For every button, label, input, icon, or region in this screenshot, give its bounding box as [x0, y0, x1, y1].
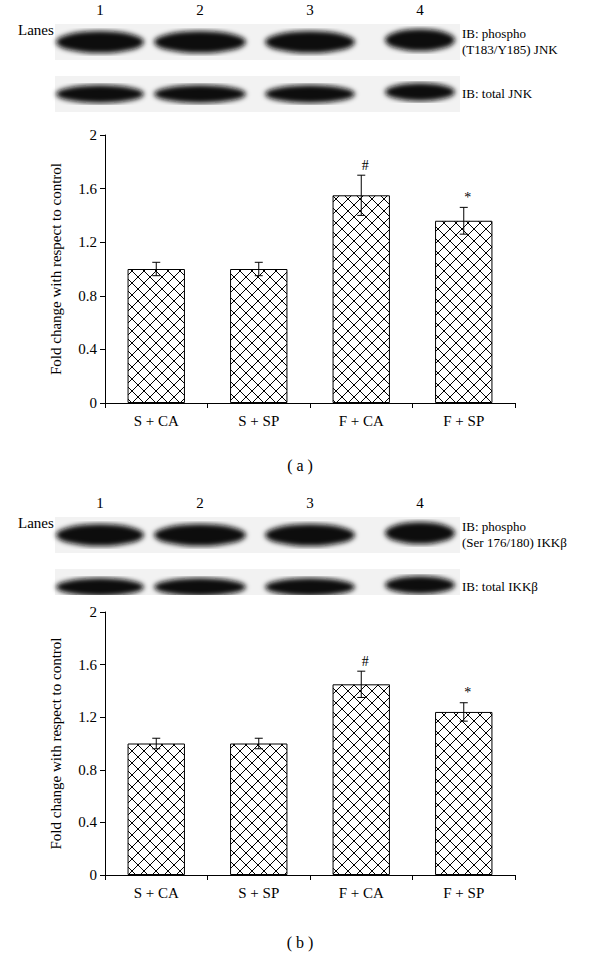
svg-text:F + SP: F + SP: [443, 413, 484, 429]
html-text:3: 3: [306, 2, 314, 18]
html-text:1: 1: [96, 495, 104, 511]
html-text:(T183/Y185) JNK: (T183/Y185) JNK: [462, 42, 558, 57]
svg-text:1.6: 1.6: [78, 657, 97, 673]
svg-text:*: *: [464, 190, 471, 205]
svg-text:1.6: 1.6: [78, 181, 97, 197]
svg-text:( a ): ( a ): [287, 457, 313, 475]
svg-text:2: 2: [90, 127, 98, 143]
html-text:2: 2: [196, 495, 204, 511]
svg-text:S + SP: S + SP: [238, 413, 279, 429]
svg-text:S + SP: S + SP: [238, 885, 279, 901]
html-text:Lanes: Lanes: [18, 515, 54, 531]
svg-text:0.4: 0.4: [78, 341, 97, 357]
html-text:3: 3: [306, 495, 314, 511]
svg-text:F + CA: F + CA: [339, 413, 384, 429]
html-text:1: 1: [96, 2, 104, 18]
html-text:Lanes: Lanes: [18, 22, 54, 38]
svg-text:F + SP: F + SP: [443, 885, 484, 901]
html-text:4: 4: [416, 495, 424, 511]
svg-text:0: 0: [90, 867, 98, 883]
svg-text:#: #: [362, 654, 369, 669]
svg-text:0.8: 0.8: [78, 762, 97, 778]
html-text:IB: total IKKβ: IB: total IKKβ: [462, 579, 538, 594]
svg-text:0: 0: [90, 395, 98, 411]
svg-text:( b ): ( b ): [287, 934, 314, 952]
html-text:IB: phospho: IB: phospho: [462, 519, 526, 534]
svg-text:0.4: 0.4: [78, 814, 97, 830]
svg-text:*: *: [464, 685, 471, 700]
svg-text:#: #: [362, 158, 369, 173]
svg-text:1.2: 1.2: [78, 234, 97, 250]
html-text:4: 4: [416, 2, 424, 18]
svg-text:S + CA: S + CA: [134, 885, 179, 901]
svg-text:F + CA: F + CA: [339, 885, 384, 901]
html-text:IB: phospho: IB: phospho: [462, 26, 526, 41]
svg-text:Fold change with respect to co: Fold change with respect to control: [48, 163, 64, 375]
html-text:IB: total JNK: IB: total JNK: [462, 86, 533, 101]
svg-text:1.2: 1.2: [78, 709, 97, 725]
svg-text:S + CA: S + CA: [134, 413, 179, 429]
html-text:(Ser 176/180) IKKβ: (Ser 176/180) IKKβ: [462, 535, 567, 550]
svg-text:Fold change with respect to co: Fold change with respect to control: [48, 637, 64, 849]
svg-text:0.8: 0.8: [78, 288, 97, 304]
html-text:2: 2: [196, 2, 204, 18]
svg-text:2: 2: [90, 604, 98, 620]
